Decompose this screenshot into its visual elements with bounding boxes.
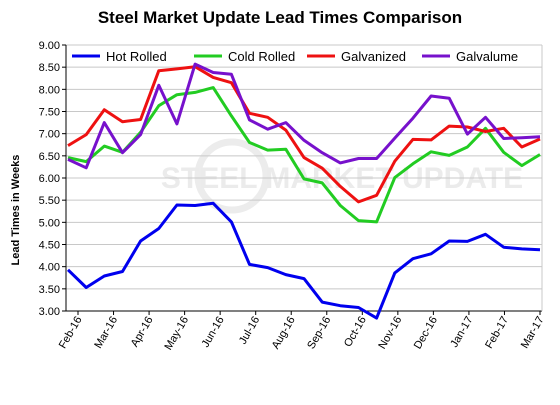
series-line-galvalume: [67, 62, 541, 170]
legend-label: Hot Rolled: [106, 49, 167, 64]
legend-item: Cold Rolled: [194, 49, 295, 64]
legend: Hot Rolled Cold Rolled Galvanized Galvalume: [72, 49, 518, 64]
series-line-galvanized: [67, 65, 541, 204]
x-tick-label: Dec-16: [412, 315, 440, 352]
x-tick-label: Sep-16: [305, 315, 333, 352]
x-tick-label: Aug-16: [270, 315, 298, 352]
legend-item: Galvalume: [422, 49, 518, 64]
series-line-cold-rolled: [67, 86, 541, 224]
y-tick-label: 6.00: [39, 173, 60, 185]
series-lines: [66, 62, 541, 320]
x-tick-label: May-16: [162, 315, 191, 353]
y-tick-label: 5.00: [39, 217, 60, 229]
y-tick-label: 4.00: [39, 262, 60, 274]
legend-label: Galvanized: [341, 49, 406, 64]
x-tick-label: Oct-16: [342, 315, 369, 350]
y-tick-label: 4.50: [39, 240, 60, 252]
legend-label: Cold Rolled: [228, 49, 295, 64]
x-tick-label: Feb-17: [483, 315, 511, 351]
x-tick-label: Jun-16: [200, 315, 227, 350]
x-tick-label: Jan-17: [448, 315, 475, 350]
y-tick-label: 8.00: [39, 84, 60, 96]
y-tick-label: 9.00: [39, 40, 60, 52]
y-tick-label: 7.50: [39, 107, 60, 119]
legend-item: Hot Rolled: [72, 49, 167, 64]
legend-item: Galvanized: [307, 49, 406, 64]
x-tick-label: Nov-16: [376, 315, 404, 352]
x-tick-label: Jul-16: [237, 315, 262, 347]
x-tick-label: Mar-17: [519, 315, 547, 351]
y-tick-label: 6.50: [39, 151, 60, 163]
x-axis-ticks: Feb-16 Mar-16 Apr-16 May-16 Jun-16 Jul-16 Aug-…: [57, 311, 547, 352]
y-tick-label: 5.50: [39, 195, 60, 207]
y-tick-label: 3.50: [39, 284, 60, 296]
y-tick-label: 8.50: [39, 62, 60, 74]
y-axis-ticks: 9.00 8.50 8.00 7.50 7.00 6.50 6.00 5.50 5.00 4.50…: [39, 40, 66, 318]
chart-title: Steel Market Update Lead Times Compariso…: [97, 8, 463, 27]
x-tick-label: Apr-16: [129, 315, 156, 350]
legend-label: Galvalume: [456, 49, 518, 64]
series-line-hot-rolled: [66, 201, 541, 320]
x-tick-label: Mar-16: [92, 315, 120, 351]
x-tick-label: Feb-16: [57, 315, 85, 351]
watermark-logo: [194, 138, 270, 214]
y-tick-label: 7.00: [39, 129, 60, 141]
y-tick-label: 3.00: [39, 306, 60, 318]
